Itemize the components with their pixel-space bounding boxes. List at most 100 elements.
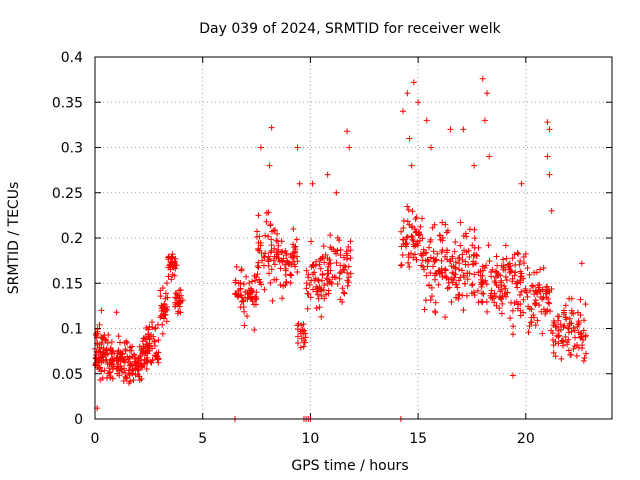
plot-frame bbox=[94, 56, 613, 420]
data-point bbox=[466, 254, 473, 261]
data-point bbox=[460, 126, 467, 133]
data-point bbox=[342, 263, 349, 270]
data-point bbox=[109, 358, 116, 365]
data-point bbox=[452, 281, 459, 288]
data-point bbox=[322, 291, 329, 298]
data-point bbox=[270, 227, 277, 234]
data-point bbox=[514, 284, 521, 291]
data-point bbox=[97, 348, 104, 355]
data-point bbox=[123, 338, 130, 345]
data-point bbox=[126, 362, 133, 369]
data-point bbox=[334, 280, 341, 287]
data-point bbox=[317, 265, 324, 272]
data-point bbox=[172, 255, 179, 262]
data-point bbox=[240, 298, 247, 305]
data-point bbox=[114, 370, 121, 377]
data-point bbox=[518, 180, 525, 187]
data-point bbox=[267, 279, 274, 286]
data-point bbox=[345, 243, 352, 250]
data-point bbox=[179, 297, 186, 304]
data-point bbox=[571, 327, 578, 334]
data-point bbox=[144, 359, 151, 366]
data-point bbox=[442, 221, 449, 228]
data-point bbox=[241, 308, 248, 315]
data-point bbox=[533, 300, 540, 307]
data-point bbox=[332, 248, 339, 255]
data-point bbox=[124, 353, 131, 360]
data-point bbox=[493, 282, 500, 289]
data-point bbox=[479, 290, 486, 297]
data-point bbox=[326, 256, 333, 263]
data-point bbox=[486, 257, 493, 264]
data-point bbox=[565, 336, 572, 343]
data-point bbox=[565, 325, 572, 332]
data-point bbox=[320, 286, 327, 293]
data-point bbox=[509, 307, 516, 314]
data-point bbox=[558, 355, 565, 362]
data-point bbox=[433, 270, 440, 277]
data-point bbox=[406, 135, 413, 142]
data-point bbox=[337, 262, 344, 269]
data-point bbox=[533, 269, 540, 276]
y-tick-label: 0.4 bbox=[61, 50, 83, 66]
data-point bbox=[146, 336, 153, 343]
data-point bbox=[340, 289, 347, 296]
data-point bbox=[517, 277, 524, 284]
data-point bbox=[305, 290, 312, 297]
data-point bbox=[303, 285, 310, 292]
data-point bbox=[327, 232, 334, 239]
data-point bbox=[439, 237, 446, 244]
data-point bbox=[152, 324, 159, 331]
data-point bbox=[475, 244, 482, 251]
data-point bbox=[530, 283, 537, 290]
data-point bbox=[279, 295, 286, 302]
data-point bbox=[579, 345, 586, 352]
data-point bbox=[297, 344, 304, 351]
data-point bbox=[565, 324, 572, 331]
data-point bbox=[542, 308, 549, 315]
data-point bbox=[534, 290, 541, 297]
data-point bbox=[402, 241, 409, 248]
data-point bbox=[243, 273, 250, 280]
data-point bbox=[507, 315, 514, 322]
data-point bbox=[556, 313, 563, 320]
data-point bbox=[478, 279, 485, 286]
data-point bbox=[313, 305, 320, 312]
data-point bbox=[416, 230, 423, 237]
data-point bbox=[127, 378, 134, 385]
data-point bbox=[328, 279, 335, 286]
x-tick-label: 15 bbox=[409, 431, 427, 447]
data-point bbox=[290, 225, 297, 232]
data-point bbox=[160, 315, 167, 322]
data-point bbox=[528, 314, 535, 321]
data-point bbox=[398, 228, 405, 235]
data-point bbox=[131, 351, 138, 358]
data-point bbox=[578, 260, 585, 267]
data-point bbox=[163, 280, 170, 287]
data-point bbox=[146, 323, 153, 330]
data-point bbox=[455, 277, 462, 284]
x-tick-label: 5 bbox=[198, 431, 207, 447]
data-point bbox=[568, 328, 575, 335]
data-point bbox=[157, 314, 164, 321]
data-point bbox=[517, 257, 524, 264]
data-point bbox=[292, 263, 299, 270]
data-point bbox=[400, 236, 407, 243]
data-point bbox=[279, 248, 286, 255]
data-point bbox=[484, 308, 491, 315]
data-point bbox=[459, 251, 466, 258]
data-point bbox=[581, 317, 588, 324]
data-point bbox=[406, 221, 413, 228]
data-point bbox=[575, 318, 582, 325]
data-point bbox=[534, 317, 541, 324]
data-point bbox=[310, 286, 317, 293]
data-point bbox=[488, 269, 495, 276]
axes: 0 0.05 0.1 0.15 0.2 0.25 0.3 0.35 0.4 0 5 10 15 20 bbox=[52, 50, 612, 447]
data-point bbox=[135, 366, 142, 373]
data-point bbox=[325, 261, 332, 268]
data-point bbox=[312, 275, 319, 282]
data-point bbox=[560, 309, 567, 316]
data-point bbox=[98, 339, 105, 346]
data-point bbox=[287, 271, 294, 278]
data-point bbox=[254, 271, 261, 278]
